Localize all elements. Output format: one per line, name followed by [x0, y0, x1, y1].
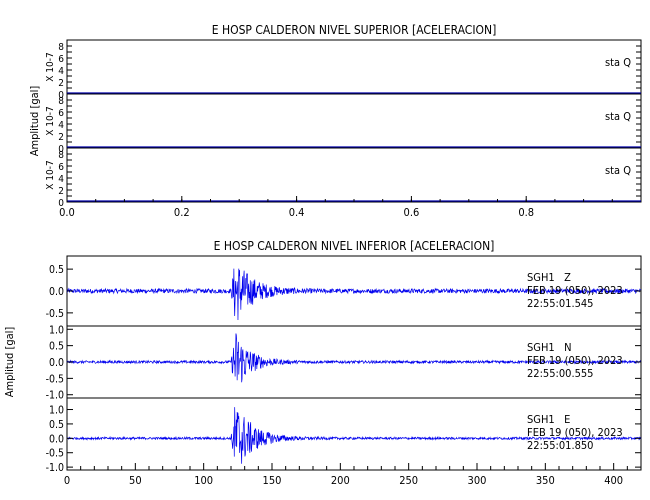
- y-tick-label: 6: [58, 54, 64, 65]
- date-label: FEB 19 (050), 2023: [527, 284, 623, 297]
- y-tick-label: 0.5: [49, 341, 64, 353]
- time-label: 22:55:00.555: [527, 367, 593, 380]
- y-tick-label: 1.0: [49, 324, 64, 336]
- y-tick-label: -0.5: [46, 373, 64, 385]
- y-tick-label: -0.5: [46, 448, 64, 460]
- channel-label: SGH1 E: [527, 413, 570, 426]
- x-tick-label: 350: [536, 474, 555, 487]
- x-tick-label: 0.2: [174, 206, 190, 219]
- top-panel-frame: [66, 93, 642, 149]
- y-tick-label: 0: [58, 144, 64, 155]
- y-tick-label: 4: [58, 66, 64, 77]
- channel-label: SGH1 N: [527, 341, 572, 354]
- bottom-chart-ylabel: Amplitud [gal]: [3, 327, 16, 398]
- y-tick-label: 0.0: [49, 357, 64, 369]
- x-tick-label: 150: [263, 474, 282, 487]
- y-tick-label: 4: [58, 120, 64, 131]
- x-tick-label: 100: [194, 474, 213, 487]
- y-tick-label: 0.5: [49, 264, 64, 276]
- y-tick-label: 0: [58, 198, 64, 209]
- station-label: sta Q: [605, 56, 631, 69]
- date-label: FEB 19 (050), 2023: [527, 354, 623, 367]
- bottom-chart-title: E HOSP CALDERON NIVEL INFERIOR [ACELERAC…: [214, 239, 495, 253]
- y-tick-label: 8: [58, 42, 64, 53]
- scale-label: X 10-7: [45, 160, 56, 189]
- x-tick-label: 200: [331, 474, 350, 487]
- y-tick-label: 0.0: [49, 286, 64, 298]
- scale-label: X 10-7: [45, 106, 56, 135]
- x-tick-label: 0.4: [289, 206, 305, 219]
- time-label: 22:55:01.545: [527, 297, 593, 310]
- station-label: sta Q: [605, 110, 631, 123]
- y-tick-label: -1.0: [46, 390, 64, 402]
- y-tick-label: 6: [58, 108, 64, 119]
- top-chart-title: E HOSP CALDERON NIVEL SUPERIOR [ACELERAC…: [212, 23, 497, 37]
- y-tick-label: 1.0: [49, 405, 64, 417]
- y-tick-label: 2: [58, 186, 64, 197]
- y-tick-label: 2: [58, 132, 64, 143]
- y-tick-label: 0: [58, 90, 64, 101]
- y-tick-label: 0.0: [49, 433, 64, 445]
- y-tick-label: 8: [58, 96, 64, 107]
- x-tick-label: 0.8: [518, 206, 534, 219]
- scale-label: X 10-7: [45, 52, 56, 81]
- y-tick-label: -1.0: [46, 462, 64, 474]
- time-label: 22:55:01.850: [527, 439, 593, 452]
- date-label: FEB 19 (050), 2023: [527, 426, 623, 439]
- y-tick-label: 8: [58, 150, 64, 161]
- waveform-trace: [66, 268, 642, 320]
- waveform-trace: [66, 407, 642, 464]
- x-tick-label: 50: [129, 474, 142, 487]
- x-tick-label: 0.6: [404, 206, 420, 219]
- y-tick-label: 0.5: [49, 419, 64, 431]
- waveform-trace: [66, 333, 642, 383]
- y-tick-label: 4: [58, 174, 64, 185]
- x-tick-label: 300: [468, 474, 487, 487]
- x-tick-label: 400: [604, 474, 623, 487]
- station-label: sta Q: [605, 164, 631, 177]
- top-panel-frame: [66, 39, 642, 95]
- x-tick-label: 0: [64, 474, 70, 487]
- x-tick-label: 250: [399, 474, 418, 487]
- y-tick-label: -0.5: [46, 308, 64, 320]
- y-tick-label: 6: [58, 162, 64, 173]
- y-tick-label: 2: [58, 78, 64, 89]
- channel-label: SGH1 Z: [527, 271, 571, 284]
- x-tick-label: 0.0: [59, 206, 75, 219]
- top-panel-frame: [66, 147, 642, 203]
- top-chart-ylabel: Amplitud [gal]: [28, 86, 41, 157]
